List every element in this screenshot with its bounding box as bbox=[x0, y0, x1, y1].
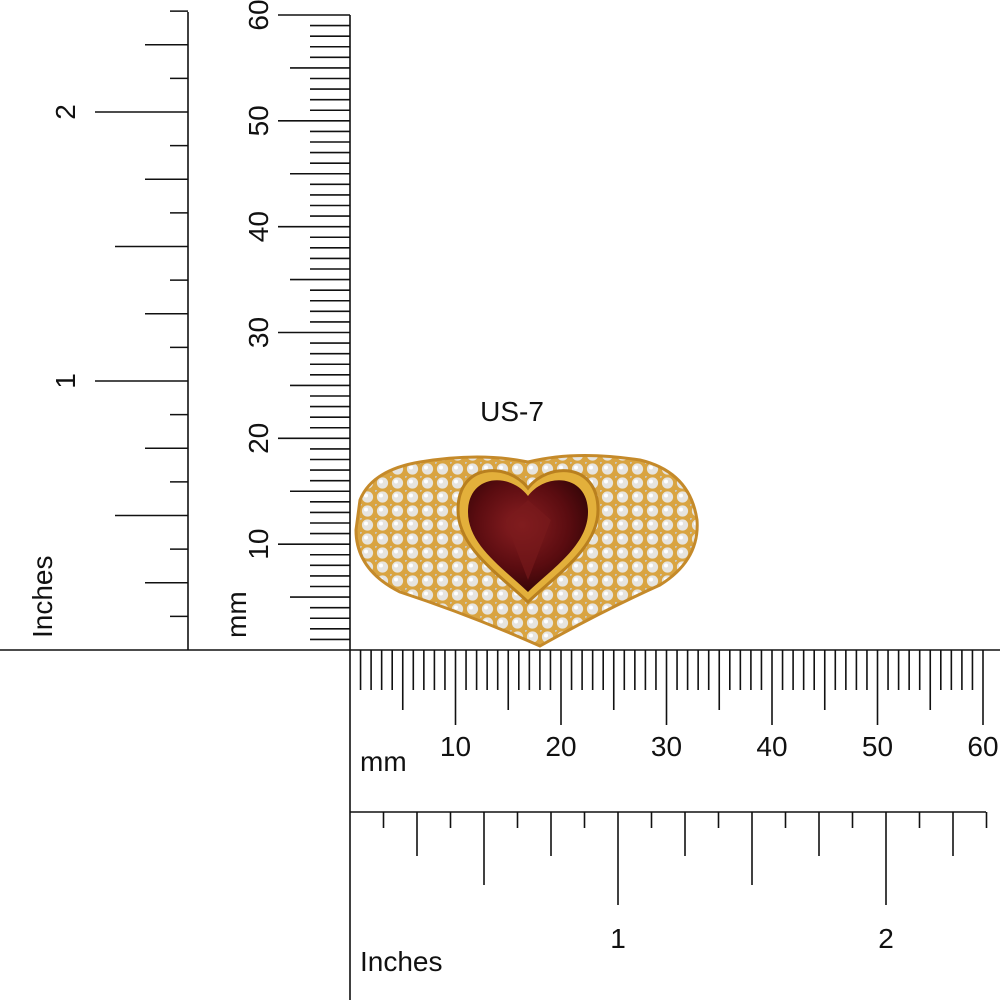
tick-label: 50 bbox=[862, 731, 893, 762]
tick-label: 50 bbox=[243, 105, 274, 136]
tick-label: 30 bbox=[243, 317, 274, 348]
unit-label: mm bbox=[360, 746, 407, 777]
tick-label: 40 bbox=[756, 731, 787, 762]
tick-label: 20 bbox=[545, 731, 576, 762]
size-label: US-7 bbox=[480, 396, 544, 427]
tick-label: 2 bbox=[50, 104, 81, 120]
unit-label: Inches bbox=[27, 556, 58, 639]
ruler-lines bbox=[0, 12, 1000, 1000]
tick-label: 1 bbox=[50, 373, 81, 389]
tick-label: 2 bbox=[878, 923, 894, 954]
unit-label: Inches bbox=[360, 946, 443, 977]
tick-label: 10 bbox=[440, 731, 471, 762]
ring-photo bbox=[354, 453, 699, 648]
tick-label: 60 bbox=[243, 0, 274, 31]
tick-label: 60 bbox=[967, 731, 998, 762]
tick-label: 20 bbox=[243, 423, 274, 454]
tick-label: 10 bbox=[243, 529, 274, 560]
unit-label: mm bbox=[221, 591, 252, 638]
tick-label: 1 bbox=[610, 923, 626, 954]
tick-label: 30 bbox=[651, 731, 682, 762]
tick-label: 40 bbox=[243, 211, 274, 242]
